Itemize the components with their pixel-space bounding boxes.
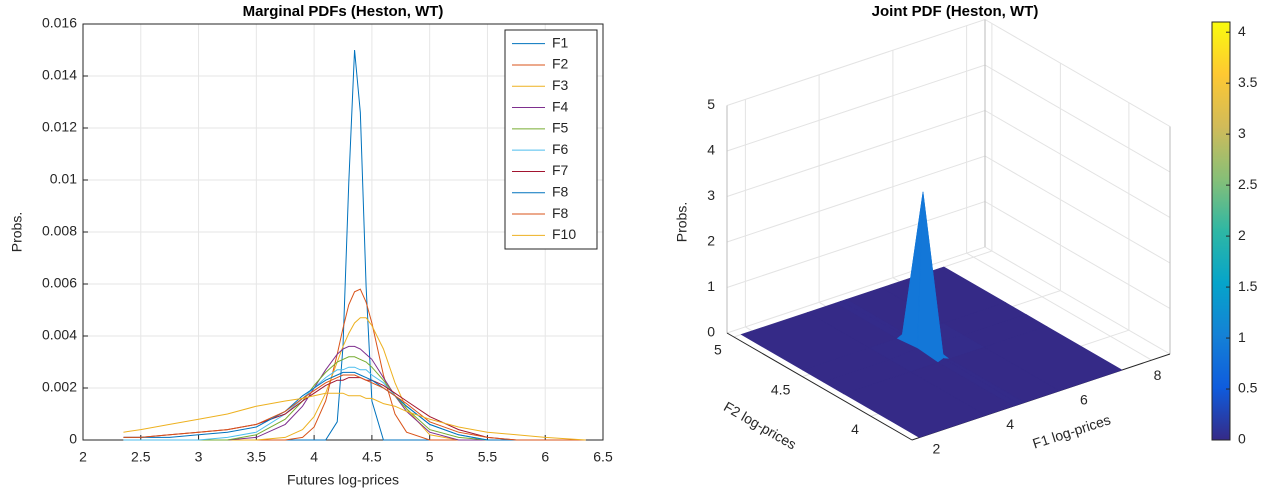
legend-label: F3 bbox=[552, 77, 569, 93]
colorbar-tick-label: 1.5 bbox=[1238, 278, 1258, 294]
legend-label: F1 bbox=[552, 34, 569, 50]
z-tick-label: 2 bbox=[707, 233, 715, 249]
legend-label: F7 bbox=[552, 162, 569, 178]
z-tick-label: 3 bbox=[707, 187, 715, 203]
x-tick-label: 4 bbox=[310, 449, 318, 465]
x-tick-label: 4 bbox=[1006, 416, 1014, 432]
colorbar-tick-label: 2.5 bbox=[1238, 176, 1258, 192]
colorbar-tick-label: 0.5 bbox=[1238, 380, 1258, 396]
series-line bbox=[123, 366, 586, 441]
x-tick-label: 2.5 bbox=[131, 449, 151, 465]
x-tick-label: 6.5 bbox=[593, 449, 613, 465]
y-axis-label: Probs. bbox=[9, 212, 25, 252]
axis-line bbox=[726, 332, 913, 441]
y-tick-label: 0.006 bbox=[42, 275, 77, 291]
y-tick-label: 0 bbox=[69, 431, 77, 447]
legend-label: F10 bbox=[552, 226, 576, 242]
z-tick-label: 5 bbox=[707, 96, 715, 112]
y-tick-label: 0.01 bbox=[50, 171, 77, 187]
colorbar-tick-label: 3.5 bbox=[1238, 74, 1258, 90]
legend-label: F5 bbox=[552, 120, 569, 136]
x-tick-label: 3.5 bbox=[247, 449, 267, 465]
series-line bbox=[123, 345, 586, 441]
series-line bbox=[123, 356, 586, 441]
y-tick-label: 0.004 bbox=[42, 327, 77, 343]
x-tick-label: 5.5 bbox=[478, 449, 498, 465]
z-axis-label: Probs. bbox=[674, 202, 690, 242]
series-line bbox=[123, 392, 586, 441]
x-tick-label: 6 bbox=[1080, 391, 1088, 407]
x-tick-label: 5 bbox=[426, 449, 434, 465]
series-line bbox=[123, 371, 586, 441]
legend-label: F6 bbox=[552, 141, 569, 157]
z-tick-label: 0 bbox=[707, 324, 715, 340]
x-tick-label: 6 bbox=[541, 449, 549, 465]
legend-box bbox=[504, 29, 598, 250]
colorbar-tick-label: 0 bbox=[1238, 431, 1246, 447]
series-line bbox=[123, 288, 586, 441]
colorbar-tick-label: 1 bbox=[1238, 329, 1246, 345]
legend-label: F4 bbox=[552, 98, 569, 114]
z-tick-label: 1 bbox=[707, 278, 715, 294]
chart-title: Joint PDF (Heston, WT) bbox=[872, 3, 1039, 20]
y-tick-label: 4 bbox=[851, 421, 859, 437]
colorbar-tick-label: 4 bbox=[1238, 23, 1246, 39]
chart-title: Marginal PDFs (Heston, WT) bbox=[243, 3, 444, 20]
y-tick-label: 0.008 bbox=[42, 223, 77, 239]
y-tick-label: 0.002 bbox=[42, 379, 77, 395]
series-line bbox=[123, 374, 586, 441]
series-line bbox=[123, 377, 586, 441]
y-tick-label: 0.016 bbox=[42, 15, 77, 31]
x-axis-label: F1 log-prices bbox=[1031, 411, 1113, 451]
legend-label: F8 bbox=[552, 205, 569, 221]
colorbar-tick-label: 3 bbox=[1238, 125, 1246, 141]
x-tick-label: 2 bbox=[933, 441, 941, 457]
colorbar bbox=[1211, 21, 1231, 441]
y-tick-label: 0.014 bbox=[42, 67, 77, 83]
legend-label: F2 bbox=[552, 56, 569, 72]
x-tick-label: 3 bbox=[195, 449, 203, 465]
x-axis-label: Futures log-prices bbox=[287, 472, 399, 488]
x-tick-label: 4.5 bbox=[362, 449, 382, 465]
z-tick-label: 4 bbox=[707, 142, 715, 158]
y-tick-label: 5 bbox=[714, 342, 722, 358]
y-tick-label: 4.5 bbox=[771, 381, 791, 397]
plot-frame bbox=[82, 23, 604, 441]
colorbar-tick-label: 2 bbox=[1238, 227, 1246, 243]
surface-patch bbox=[843, 371, 987, 438]
x-tick-label: 8 bbox=[1154, 367, 1162, 383]
y-axis-label: F2 log-prices bbox=[721, 398, 799, 452]
y-tick-label: 0.012 bbox=[42, 119, 77, 135]
x-tick-label: 2 bbox=[79, 449, 87, 465]
legend-label: F8 bbox=[552, 183, 569, 199]
